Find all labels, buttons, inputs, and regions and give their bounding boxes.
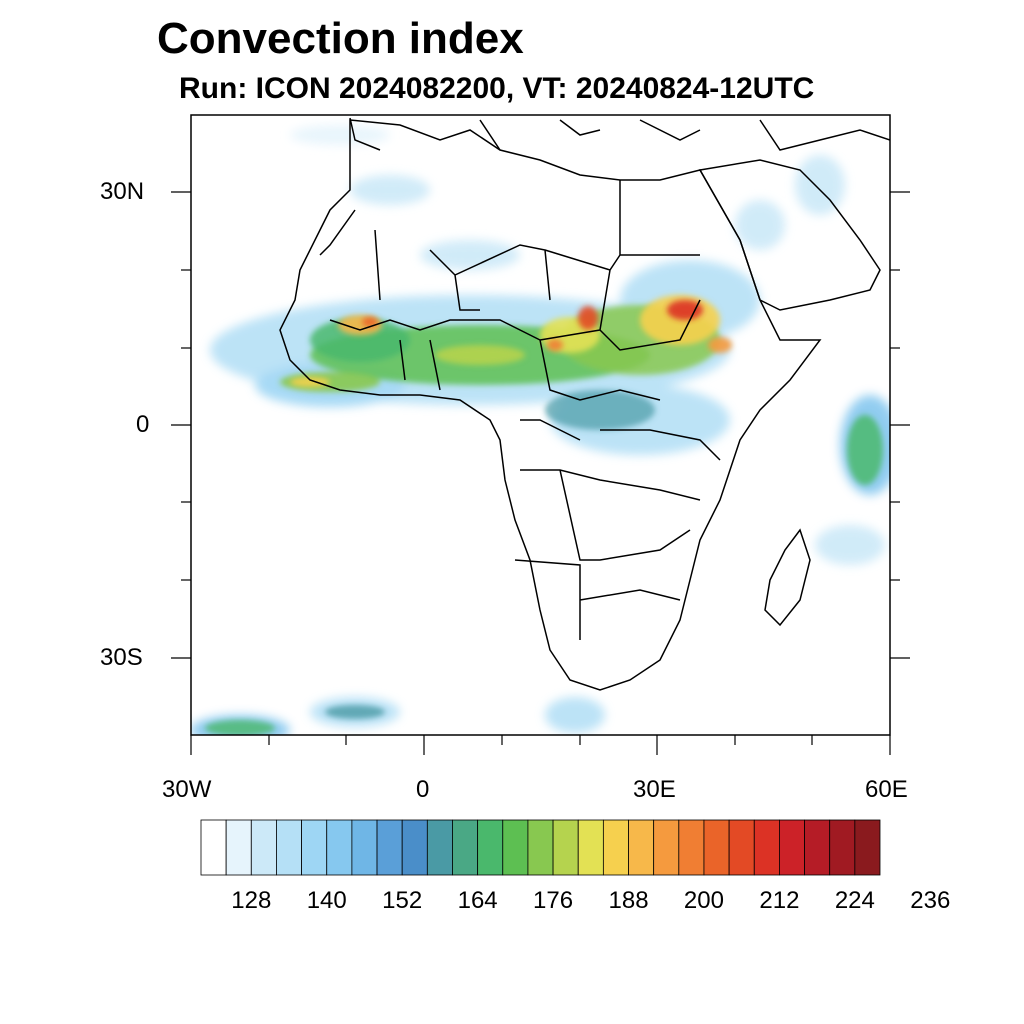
colorbar-swatch	[477, 819, 504, 876]
colorbar-swatch	[804, 819, 831, 876]
colorbar-swatch	[577, 819, 604, 876]
y-tick-label: 30S	[100, 644, 143, 671]
colorbar-tick-label: 212	[759, 887, 800, 914]
colorbar-swatch	[426, 819, 453, 876]
colorbar-tick-label: 236	[910, 887, 951, 914]
chart-subtitle: Run: ICON 2024082200, VT: 20240824-12UTC	[179, 72, 815, 105]
colorbar-tick-label: 176	[533, 887, 574, 914]
axis-ticks	[171, 191, 910, 755]
chart-title: Convection index	[157, 14, 524, 63]
x-tick-label: 0	[416, 776, 430, 803]
colorbar-swatch	[628, 819, 655, 876]
colorbar-swatch	[351, 819, 378, 876]
colorbar-swatch	[678, 819, 705, 876]
colorbar-swatch	[602, 819, 629, 876]
colorbar-swatch	[552, 819, 579, 876]
colorbar-tick-label: 164	[457, 887, 498, 914]
colorbar-swatch	[401, 819, 428, 876]
colorbar-swatch	[854, 819, 881, 876]
colorbar-tick-label: 152	[382, 887, 423, 914]
colorbar-swatch	[753, 819, 780, 876]
coastline-borders	[279, 117, 890, 691]
y-tick-label: 30N	[100, 178, 145, 205]
colorbar-tick-label: 128	[231, 887, 272, 914]
colorbar-tick-label: 200	[683, 887, 724, 914]
map-frame	[190, 114, 891, 736]
x-tick-label: 30W	[162, 776, 212, 803]
colorbar-swatch	[527, 819, 554, 876]
colorbar-swatch	[376, 819, 403, 876]
colorbar-swatch	[829, 819, 856, 876]
colorbar-swatch	[225, 819, 252, 876]
colorbar-swatch	[250, 819, 277, 876]
colorbar-swatch	[276, 819, 302, 876]
colorbar-tick-label: 140	[306, 887, 347, 914]
colorbar-tick-label: 224	[834, 887, 875, 914]
x-tick-label: 60E	[865, 776, 908, 803]
colorbar-swatch	[779, 819, 805, 876]
colorbar-swatch	[653, 819, 680, 876]
colorbar-swatch	[200, 819, 227, 876]
x-tick-label: 30E	[633, 776, 676, 803]
convection-field	[191, 125, 890, 735]
colorbar-swatch	[301, 819, 328, 876]
colorbar-swatch	[502, 819, 529, 876]
colorbar-swatch	[728, 819, 755, 876]
colorbar-swatch	[326, 819, 353, 876]
y-tick-label: 0	[136, 411, 150, 438]
colorbar-swatch	[452, 819, 479, 876]
colorbar-tick-label: 188	[608, 887, 649, 914]
colorbar	[200, 819, 881, 876]
colorbar-swatch	[703, 819, 730, 876]
